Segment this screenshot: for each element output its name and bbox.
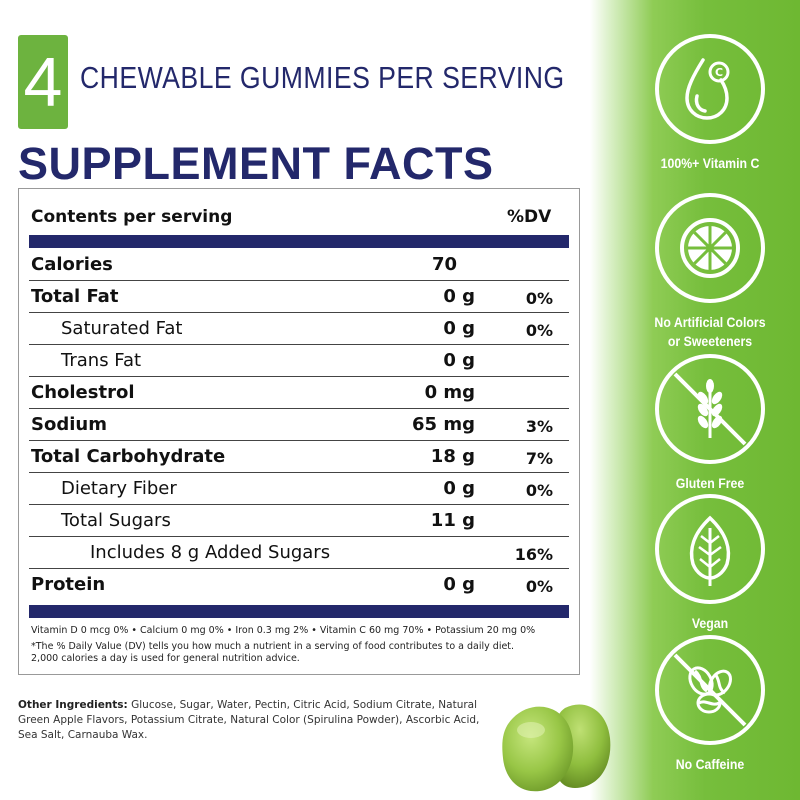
nutrient-row: Trans Fat 0 g [29,345,569,377]
nutrient-amount: 70 [431,254,457,275]
nutrient-dv: 3% [525,417,553,436]
vitamins-line: Vitamin D 0 mcg 0% • Calcium 0 mg 0% • I… [31,625,536,636]
serving-count-badge: 4 [18,35,68,129]
nutrient-row: Total Carbohydrate 18 g 7% [29,441,569,473]
nutrient-dv: 0% [525,289,553,308]
nutrient-dv: 7% [525,449,553,468]
nutrient-dv: 0% [525,481,553,500]
nutrient-amount: 0 g [443,478,475,499]
vitamin-c-letter: C [715,66,723,79]
feature-badge [655,354,765,464]
nutrient-row: Total Fat 0 g 0% [29,281,569,313]
nutrient-label: Cholestrol [31,382,135,403]
nutrient-row: Saturated Fat 0 g 0% [29,313,569,345]
feature-label: Gluten Free [675,475,745,491]
nutrient-row: Sodium 65 mg 3% [29,409,569,441]
divider-bar [29,235,569,248]
nutrient-label: Includes 8 g Added Sugars [90,542,331,563]
nutrient-label: Total Carbohydrate [31,446,226,467]
dv-footnote: *The % Daily Value (DV) tells you how mu… [31,641,515,652]
feature-gluten-free: Gluten Free [640,354,780,493]
page-title: SUPPLEMENT FACTS [18,138,494,189]
nutrient-amount: 0 g [443,318,475,339]
leaf-icon [689,515,731,586]
nutrient-row: Protein 0 g 0% [29,569,569,601]
nutrient-label: Calories [31,254,113,275]
feature-label: No Artificial Colors or Sweeteners [654,314,766,349]
nutrient-amount: 0 g [443,286,475,307]
feature-no-artificial: No Artificial Colors or Sweeteners [640,193,780,351]
vitamin-c-drop-icon: C [685,58,730,120]
ingredients-label: Other Ingredients: [18,699,128,711]
dv-footnote-calories: 2,000 calories a day is used for general… [31,653,300,664]
feature-label: Vegan [691,615,729,631]
feature-label: No Caffeine [675,756,745,772]
nutrient-row: Cholestrol 0 mg [29,377,569,409]
divider-bar [29,605,569,618]
feature-badge: C [655,34,765,144]
nutrient-amount: 0 g [443,350,475,371]
nutrient-label: Trans Fat [61,350,142,371]
feature-no-caffeine: No Caffeine [640,635,780,774]
nutrient-amount: 65 mg [412,414,475,435]
coffee-bean-crossed-icon [673,653,747,727]
nutrient-label: Dietary Fiber [61,478,177,499]
feature-badge [655,635,765,745]
contents-per-serving-header: Contents per serving [31,207,233,227]
feature-badge [655,494,765,604]
nutrient-amount: 0 mg [424,382,475,403]
feature-vegan: Vegan [640,494,780,633]
gummies-image [502,704,611,792]
feature-label: 100%+ Vitamin C [660,155,760,171]
nutrient-label: Total Fat [31,286,119,307]
nutrient-row: Dietary Fiber 0 g 0% [29,473,569,505]
dv-header: %DV [507,207,552,227]
nutrient-row: Total Sugars 11 g [29,505,569,537]
wheat-crossed-icon [673,372,747,446]
supplement-facts-panel: Contents per serving %DV Calories 70 Tot… [18,188,580,675]
nutrient-label: Total Sugars [61,510,171,531]
ingredients-text: Glucose, Sugar, Water, Pectin, Citric Ac… [18,699,480,741]
serving-title: CHEWABLE GUMMIES PER SERVING [80,60,565,95]
nutrient-amount: 18 g [430,446,475,467]
nutrient-dv: 0% [525,577,553,596]
nutrient-amount: 11 g [430,510,475,531]
nutrient-dv: 0% [525,321,553,340]
feature-vitamin-c: C 100%+ Vitamin C [640,34,780,173]
nutrient-row: Includes 8 g Added Sugars 16% [29,537,569,569]
feature-badge [655,193,765,303]
other-ingredients: Other Ingredients: Glucose, Sugar, Water… [18,698,498,743]
citrus-slice-icon [680,218,740,278]
nutrient-dv: 16% [514,545,553,564]
nutrient-label: Sodium [31,414,107,435]
nutrient-label: Protein [31,574,106,595]
nutrient-label: Saturated Fat [61,318,183,339]
nutrient-amount: 0 g [443,574,475,595]
nutrient-row: Calories 70 [29,249,569,281]
